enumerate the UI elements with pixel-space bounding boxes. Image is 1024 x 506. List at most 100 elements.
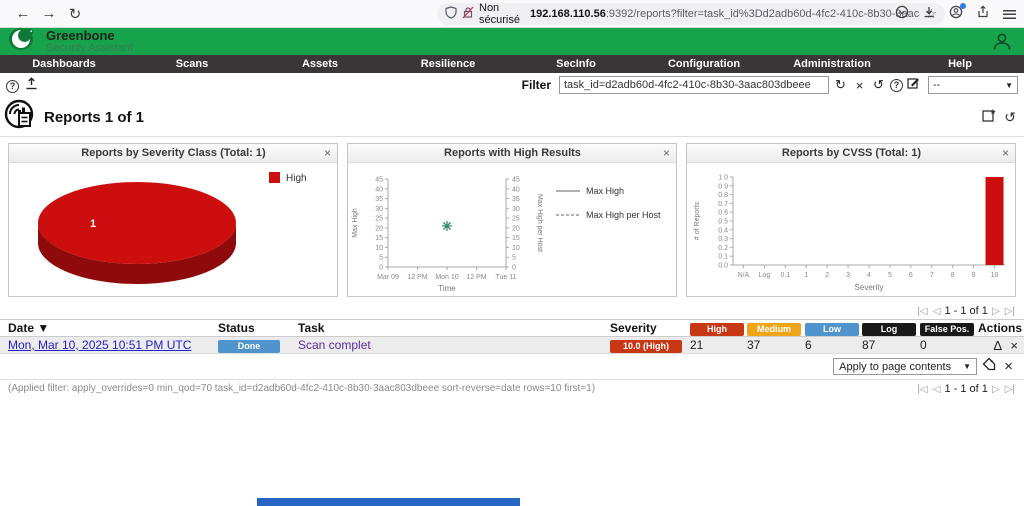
svg-text:0.8: 0.8	[718, 192, 728, 199]
account-icon[interactable]	[949, 2, 966, 24]
svg-text:1: 1	[90, 218, 96, 230]
svg-text:12 PM: 12 PM	[407, 274, 427, 281]
tag-icon[interactable]	[982, 357, 996, 376]
next-page-icon[interactable]: ▷	[991, 306, 1000, 317]
svg-text:1.0: 1.0	[718, 175, 728, 182]
cvss-bar-chart[interactable]: 0.0 0.1 0.2 0.3 0.4 0.5 0.6 0.7 0.8 0.9 1.0 N/A Log 0…	[687, 163, 1015, 296]
nav-item-resilience[interactable]: Resilience	[420, 58, 476, 70]
svg-text:0.0: 0.0	[718, 263, 728, 270]
filter-input[interactable]	[559, 76, 829, 94]
insecure-lock-icon[interactable]	[462, 6, 474, 22]
url-bar[interactable]: Non sécurisé 192.168.110.56:9392/reports…	[437, 2, 945, 26]
chevron-down-icon: ▼	[1005, 80, 1013, 90]
svg-text:# of Reports: # of Reports	[694, 201, 701, 240]
filter-reset-icon[interactable]: ↺	[873, 77, 884, 92]
svg-text:0.1: 0.1	[780, 272, 790, 279]
svg-text:0.7: 0.7	[718, 201, 728, 208]
downloads-icon[interactable]	[922, 5, 936, 24]
filter-preset-select[interactable]: -- ▼	[928, 76, 1018, 94]
svg-text:High: High	[286, 173, 307, 184]
severity-class-pie-chart[interactable]: 1 High	[9, 163, 337, 296]
filter-clear-icon[interactable]: ×	[855, 77, 864, 93]
pagination-top: |◁ ◁ 1 - 1 of 1 ▷ ▷|	[0, 305, 1024, 317]
panel-title: Reports by CVSS (Total: 1)	[781, 147, 922, 159]
nav-item-administration[interactable]: Administration	[793, 58, 871, 70]
svg-text:Severity: Severity	[855, 283, 884, 292]
panel-high-results: Reports with High Results × 0 0 5 5 10 10 15 15…	[347, 143, 677, 297]
report-date-link[interactable]: Mon, Mar 10, 2025 10:51 PM UTC	[8, 338, 192, 352]
nav-item-dashboards[interactable]: Dashboards	[32, 58, 96, 70]
prev-page-icon[interactable]: ◁	[932, 384, 941, 395]
shield-icon[interactable]	[445, 6, 457, 22]
delta-report-icon[interactable]: Δ	[993, 337, 1003, 353]
apply-to-page-select[interactable]: Apply to page contents ▼	[833, 358, 977, 375]
column-header-date[interactable]: Date ▼	[8, 321, 50, 335]
column-header-false-pos: False Pos.	[920, 321, 978, 336]
browser-forward-icon[interactable]: →	[41, 5, 57, 22]
nav-item-help[interactable]: Help	[948, 58, 972, 70]
panel-severity-class: Reports by Severity Class (Total: 1) × 1…	[8, 143, 338, 297]
svg-text:0.9: 0.9	[718, 183, 728, 190]
title-divider	[0, 136, 1024, 137]
gsa-header: Greenbone Security Assistant	[0, 28, 1024, 55]
delete-selection-icon[interactable]: ×	[1004, 358, 1013, 375]
prev-page-icon[interactable]: ◁	[932, 306, 941, 317]
svg-text:0.6: 0.6	[718, 210, 728, 217]
svg-text:Time: Time	[438, 284, 456, 293]
svg-text:Max High: Max High	[586, 186, 624, 196]
filter-edit-icon[interactable]	[907, 76, 920, 94]
first-page-icon[interactable]: |◁	[917, 306, 928, 317]
upload-icon[interactable]	[25, 77, 38, 95]
panel-title: Reports with High Results	[444, 147, 581, 159]
close-icon[interactable]: ×	[323, 146, 331, 160]
svg-text:10: 10	[375, 245, 383, 252]
nav-item-assets[interactable]: Assets	[301, 58, 339, 70]
filter-update-icon[interactable]: ↻	[835, 77, 846, 92]
column-badge-false-pos: False Pos.	[920, 322, 974, 336]
last-page-icon[interactable]: ▷|	[1004, 384, 1015, 395]
close-icon[interactable]: ×	[1001, 146, 1009, 160]
high-results-line-chart[interactable]: 0 0 5 5 10 10 15 15 20 20 25 25 30 30 35 35 40 40 45 45 Mar …	[348, 163, 676, 296]
nav-item-secinfo[interactable]: SecInfo	[556, 58, 596, 70]
share-icon[interactable]	[976, 4, 990, 24]
toolbar: ? Filter ↻ × ↺ ? -- ▼	[0, 73, 1024, 98]
user-menu-icon[interactable]	[992, 32, 1012, 56]
task-link[interactable]: Scan complet	[298, 338, 371, 352]
browser-back-icon[interactable]: ←	[15, 5, 31, 22]
delete-report-icon[interactable]: ×	[1010, 337, 1018, 353]
help-icon[interactable]: ?	[6, 79, 19, 93]
svg-text:5: 5	[379, 255, 383, 262]
taskbar-fragment	[257, 498, 520, 506]
svg-text:12 PM: 12 PM	[466, 274, 486, 281]
svg-text:5: 5	[512, 255, 516, 262]
close-icon[interactable]: ×	[662, 146, 670, 160]
svg-text:4: 4	[867, 272, 871, 279]
svg-text:45: 45	[375, 177, 383, 184]
svg-text:0.3: 0.3	[718, 236, 728, 243]
browser-reload-icon[interactable]: ↻	[68, 5, 82, 23]
svg-text:40: 40	[512, 186, 520, 193]
svg-text:Max High: Max High	[352, 208, 359, 238]
nav-item-configuration[interactable]: Configuration	[667, 58, 741, 70]
refresh-icon[interactable]: ↺	[1004, 109, 1016, 125]
svg-text:Tue 11: Tue 11	[495, 274, 516, 281]
apply-select-value: Apply to page contents	[839, 360, 952, 373]
false-pos-count: 0	[920, 338, 927, 352]
first-page-icon[interactable]: |◁	[917, 384, 928, 395]
panel-title: Reports by Severity Class (Total: 1)	[81, 147, 266, 159]
filter-help-icon[interactable]: ?	[890, 78, 903, 92]
next-page-icon[interactable]: ▷	[991, 384, 1000, 395]
pocket-icon[interactable]	[895, 5, 909, 24]
svg-text:0.4: 0.4	[718, 227, 728, 234]
high-count: 21	[690, 338, 704, 352]
bookmark-star-icon[interactable]: ☆	[925, 6, 937, 21]
svg-text:30: 30	[512, 206, 520, 213]
nav-item-scans[interactable]: Scans	[175, 58, 209, 70]
status-badge: Done	[218, 339, 280, 353]
column-header-medium: Medium	[747, 321, 805, 336]
filter-label: Filter	[521, 78, 551, 92]
url-host: 192.168.110.56	[529, 8, 606, 20]
add-dashboard-icon[interactable]	[982, 108, 996, 127]
last-page-icon[interactable]: ▷|	[1004, 306, 1015, 317]
menu-icon[interactable]	[1003, 9, 1016, 19]
